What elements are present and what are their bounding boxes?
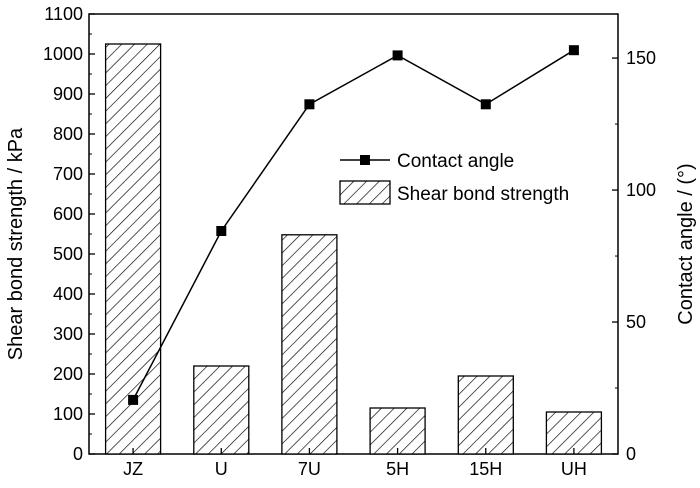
bar-uh — [545, 411, 603, 455]
y-tick-label-left: 900 — [53, 84, 83, 104]
y-tick-label-right: 150 — [626, 48, 656, 68]
legend-line-marker — [360, 155, 370, 165]
x-tick-label: JZ — [123, 459, 143, 479]
y-tick-label-left: 100 — [53, 404, 83, 424]
x-axis: JZ U 7U 5H 15H UH — [123, 448, 587, 479]
x-tick-label: UH — [561, 459, 587, 479]
y-tick-label-right: 100 — [626, 180, 656, 200]
x-tick-label: 5H — [386, 459, 409, 479]
legend: Contact angle Shear bond strength — [339, 151, 569, 205]
contact-angle-point-7u — [304, 99, 315, 110]
y-tick-label-right: 0 — [626, 444, 636, 464]
y-axis-right: 0 50 100 150 — [612, 48, 656, 464]
bar-jz — [104, 43, 162, 455]
y-tick-label-left: 400 — [53, 284, 83, 304]
y-tick-label-left: 200 — [53, 364, 83, 384]
contact-angle-point-jz — [128, 394, 139, 405]
y-tick-label-left: 600 — [53, 204, 83, 224]
bar-5h — [369, 407, 426, 455]
y-tick-label-right: 50 — [626, 312, 646, 332]
y-tick-label-left: 1100 — [44, 4, 83, 24]
contact-angle-point-5h — [392, 50, 403, 61]
contact-angle-point-uh — [568, 45, 579, 56]
legend-label-shear-bond-strength: Shear bond strength — [397, 184, 569, 205]
y-axis-title-right: Contact angle / (°) — [675, 163, 697, 324]
y-tick-label-left: 0 — [73, 444, 83, 464]
y-tick-label-left: 1000 — [43, 44, 83, 64]
y-tick-label-left: 300 — [53, 324, 83, 344]
line-series — [128, 45, 579, 405]
contact-angle-line — [132, 49, 575, 401]
x-tick-label: 15H — [469, 459, 502, 479]
bar-u — [193, 365, 250, 455]
contact-angle-point-u — [216, 226, 227, 236]
x-tick-label: 7U — [298, 459, 321, 479]
bar-series — [104, 43, 603, 455]
y-tick-label-left: 500 — [53, 244, 83, 264]
y-axis-left: 0 100 200 300 400 500 600 700 800 900 1000 1100 — [43, 4, 95, 464]
legend-label-contact-angle: Contact angle — [397, 151, 514, 172]
contact-angle-point-15h — [480, 99, 491, 110]
y-tick-label-left: 700 — [53, 164, 83, 184]
y-tick-label-left: 800 — [53, 124, 83, 144]
legend-bar-swatch — [339, 180, 391, 205]
bar-15h — [457, 375, 514, 455]
y-axis-title-left: Shear bond strength / kPa — [5, 127, 27, 360]
x-tick-label: U — [215, 459, 228, 479]
bar-7u — [281, 234, 338, 455]
